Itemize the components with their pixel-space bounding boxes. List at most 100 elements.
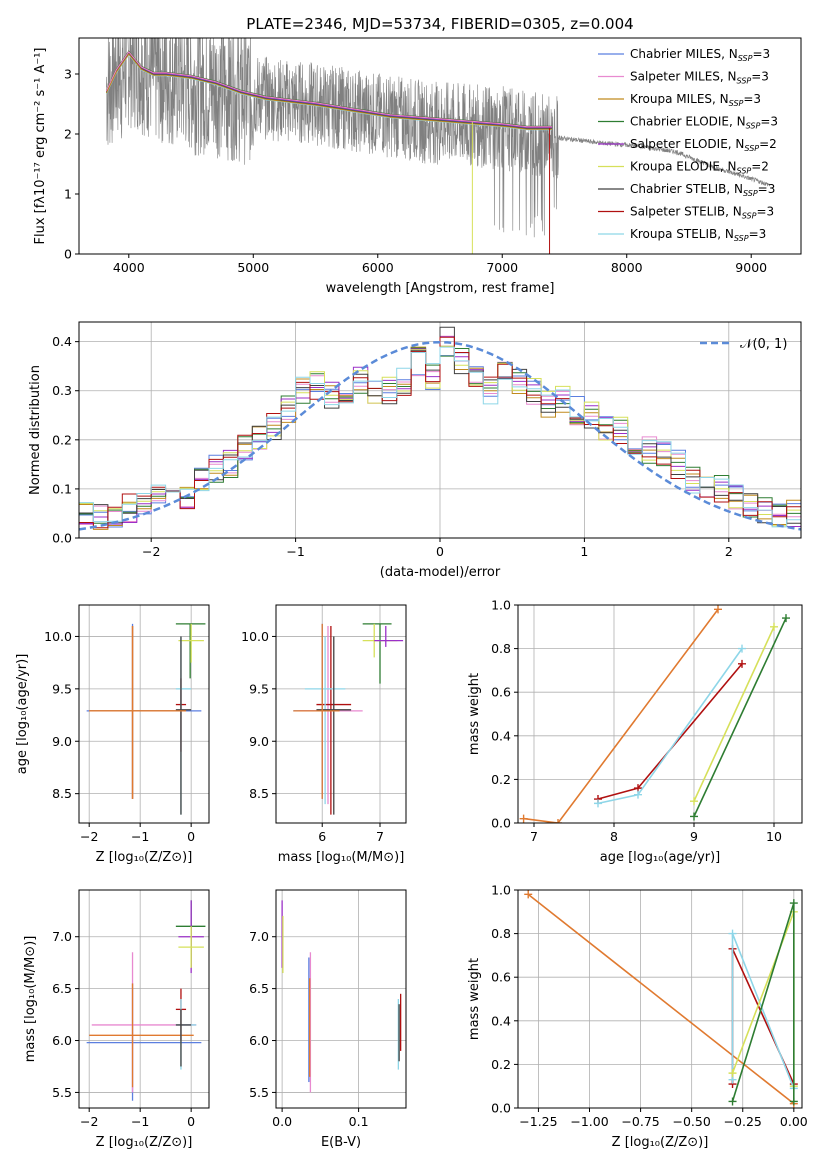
axes-frame [517, 604, 803, 824]
legend-entry: Kroupa MILES, NSSP=3 [630, 92, 761, 108]
error-bar-point [175, 636, 192, 815]
y-tick-label: 0.2 [491, 772, 511, 787]
y-tick-label: 1.0 [491, 598, 511, 613]
mass-weight-vs-age-panel: 7 8 9 10 0.0 0.2 0.4 0.6 0.8 1.0 age [log₁₀(age/yr… [467, 598, 803, 865]
x-tick-label: −2 [80, 1114, 98, 1129]
mass-weight-line [693, 626, 775, 802]
plot-area [276, 605, 406, 823]
y-axis-label: mass weight [467, 958, 482, 1040]
mass-weight-marker [789, 899, 798, 908]
mass-weight-marker [634, 790, 642, 799]
y-tick-label: 7.0 [52, 929, 72, 944]
mass-weight-marker [770, 622, 778, 631]
mass-weight-marker [690, 797, 698, 806]
y-tick-label: 0 [64, 247, 72, 262]
y-axis-label: Flux [fλ10⁻¹⁷ erg cm⁻² s⁻¹ A⁻¹] [33, 48, 48, 245]
y-tick-label: 10.0 [44, 629, 72, 644]
mass-weight-marker [789, 1097, 798, 1106]
y-tick-label: 6.0 [52, 1033, 72, 1048]
x-tick-label: −0.25 [724, 1114, 762, 1129]
x-tick-label: 4000 [113, 260, 145, 275]
mass-vs-reddening-panel: 0.0 0.1 5.5 6.0 6.5 7.0 E(B-V) [249, 889, 407, 1150]
y-tick-label: 5.5 [249, 1085, 269, 1100]
x-tick-label: 0 [187, 829, 195, 844]
x-axis-label: age [log₁₀(age/yr)] [600, 850, 721, 865]
y-tick-label: 9.0 [249, 734, 269, 749]
x-tick-label: −1 [131, 829, 149, 844]
y-tick-label: 10.0 [241, 629, 269, 644]
x-axis-label: Z [log₁₀(Z/Z⊙)] [612, 1135, 709, 1150]
x-tick-label: 0 [187, 1114, 195, 1129]
plot-content [79, 890, 209, 1108]
mass-weight-marker [728, 1097, 737, 1106]
x-tick-label: 0.00 [780, 1114, 808, 1129]
x-tick-label: 6 [318, 829, 326, 844]
x-tick-label: 1 [580, 544, 588, 559]
y-tick-label: 0.1 [52, 481, 72, 496]
y-tick-label: 6.0 [249, 1033, 269, 1048]
x-tick-label: −1.25 [519, 1114, 557, 1129]
plot-content [276, 890, 406, 1108]
plot-content [518, 605, 802, 823]
plot-area [79, 890, 209, 1108]
axes-frame [275, 604, 407, 824]
y-tick-label: 1 [64, 187, 72, 202]
plot-area [276, 890, 406, 1108]
mass-weight-marker [738, 644, 746, 653]
mass-weight-line [693, 617, 787, 817]
model-spectrum-line [105, 53, 552, 130]
x-tick-label: 6000 [362, 260, 394, 275]
y-tick-label: 0.4 [52, 334, 72, 349]
mass-weight-marker [594, 799, 602, 808]
model-spectrum-line [105, 51, 552, 128]
y-tick-label: 1.0 [491, 883, 511, 898]
y-tick-label: 0.6 [491, 685, 511, 700]
spectrum-legend: Chabrier MILES, NSSP=3 Salpeter MILES, NS… [598, 47, 778, 243]
y-axis-label: Normed distribution [28, 365, 43, 495]
legend-entry: Chabrier MILES, NSSP=3 [630, 47, 770, 63]
x-axis-label: Z [log₁₀(Z/Z⊙)] [96, 1135, 193, 1150]
y-tick-label: 5.5 [52, 1085, 72, 1100]
y-tick-label: 6.5 [249, 981, 269, 996]
mass-weight-marker [524, 890, 533, 899]
plot-content [79, 322, 801, 538]
x-tick-label: 7000 [486, 260, 518, 275]
x-axis-label: (data-model)/error [380, 565, 501, 580]
plot-content [276, 605, 406, 823]
axes-frame [517, 889, 803, 1109]
legend-entry: Chabrier STELIB, NSSP=3 [630, 182, 775, 198]
y-tick-label: 9.0 [52, 734, 72, 749]
x-tick-label: 10 [766, 829, 782, 844]
plot-content [105, 38, 770, 254]
y-tick-label: 0.2 [52, 432, 72, 447]
axes-frame [78, 889, 210, 1109]
error-bar-point [89, 625, 187, 799]
x-tick-label: 7 [376, 829, 384, 844]
mass-weight-marker [519, 814, 528, 823]
residual-histogram [79, 346, 801, 528]
error-bar-point [178, 623, 204, 663]
mass-weight-marker [714, 605, 722, 614]
plot-content [518, 890, 802, 1108]
y-axis-label: mass [log₁₀(M/M⊙)] [23, 936, 38, 1063]
x-tick-label: −0.50 [673, 1114, 711, 1129]
error-bar-point [89, 983, 194, 1088]
y-tick-label: 9.5 [249, 681, 269, 696]
observed-spectrum-line [106, 38, 770, 238]
plot-area [79, 605, 209, 823]
y-tick-label: 0.0 [491, 1101, 511, 1116]
y-tick-label: 0.2 [491, 1057, 511, 1072]
y-tick-label: 0.4 [491, 1013, 511, 1028]
y-tick-label: 8.5 [249, 786, 269, 801]
residuals-panel: −2 −1 0 1 2 0.0 0.1 0.2 0.3 0.4 (data-model)/error… [28, 321, 802, 580]
age-vs-metallicity-panel: −2 −1 0 8.5 9.0 9.5 10.0 Z [log₁₀(Z/Z⊙)] age [lo… [15, 604, 210, 865]
x-tick-label: −1 [131, 1114, 149, 1129]
y-tick-label: 8.5 [52, 786, 72, 801]
error-bar-point [374, 625, 404, 647]
x-axis-label: mass [log₁₀(M/M⊙)] [278, 850, 405, 865]
y-axis-label: age [log₁₀(age/yr)] [15, 654, 30, 775]
x-tick-label: −1.00 [570, 1114, 608, 1129]
y-tick-label: 0.0 [491, 816, 511, 831]
axes-frame [78, 321, 802, 539]
y-tick-label: 9.5 [52, 681, 72, 696]
